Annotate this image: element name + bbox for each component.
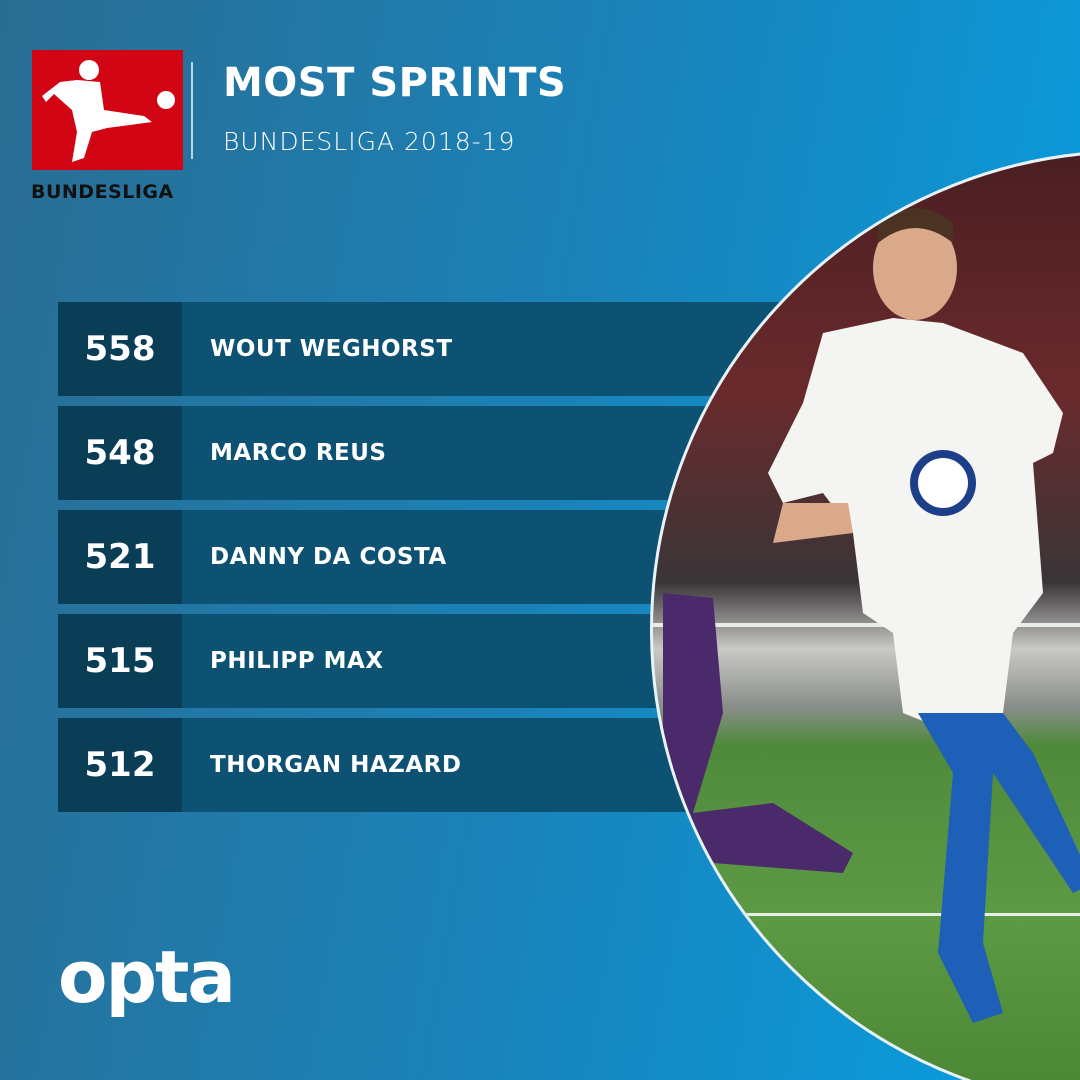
player-name: THORGAN HAZARD (210, 752, 462, 778)
sprint-count: 512 (58, 718, 182, 812)
player-photo (650, 150, 1080, 1080)
player-figure (653, 208, 1080, 1023)
player-name: DANNY DA COSTA (210, 544, 447, 570)
page-subtitle: BUNDESLIGA 2018-19 (223, 127, 516, 156)
sprint-count: 558 (58, 302, 182, 396)
player-name: WOUT WEGHORST (210, 336, 453, 362)
sprint-count: 521 (58, 510, 182, 604)
sprint-count: 515 (58, 614, 182, 708)
player-name: MARCO REUS (210, 440, 387, 466)
opta-logo: opta (58, 935, 236, 1019)
kicker-silhouette-icon (42, 60, 175, 162)
ranking-row: 558 WOUT WEGHORST (58, 302, 818, 396)
sprint-count: 548 (58, 406, 182, 500)
bundesliga-wordmark: BUNDESLIGA (31, 181, 174, 203)
header-divider (191, 62, 193, 159)
page-title: MOST SPRINTS (223, 60, 567, 106)
player-name: PHILIPP MAX (210, 648, 384, 674)
bundesliga-logo (32, 50, 183, 170)
